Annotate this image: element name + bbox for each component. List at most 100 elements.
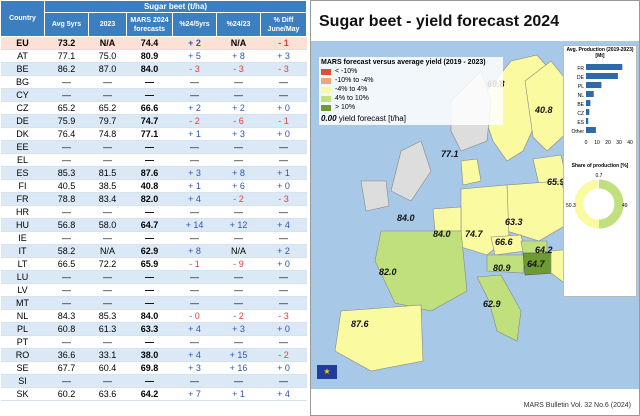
cell-pct5: + 1 [172, 127, 217, 141]
cell-avg: 86.2 [44, 62, 89, 76]
cell-diff: — [260, 296, 307, 310]
cell-avg: 60.8 [44, 322, 89, 336]
cell-y2023: — [88, 205, 127, 219]
cell-y2023: — [88, 231, 127, 245]
cell-avg: 78.8 [44, 192, 89, 206]
production-bar [586, 73, 618, 79]
cell-diff: + 0 [260, 127, 307, 141]
cell-country: SK [0, 387, 45, 401]
cell-pct5: + 14 [172, 218, 217, 232]
cell-pct5: — [172, 335, 217, 349]
cell-mars: — [126, 88, 173, 102]
table-row: IT 58.2 N/A 62.9 + 8 N/A + 2 [0, 244, 307, 258]
col-header-diff: % Diff June/May [260, 12, 307, 37]
cell-y2023: 58.0 [88, 218, 127, 232]
map-value-label: 40.8 [535, 105, 553, 115]
production-category-label: BE [577, 102, 584, 108]
map-footer: MARS Bulletin Vol. 32 No.6 (2024) [523, 402, 631, 409]
map-value-label: 65.9 [547, 177, 565, 187]
production-category-label: FR [577, 66, 584, 72]
legend-label: > 10% [335, 104, 356, 111]
legend-swatch [321, 77, 331, 84]
cell-country: LU [0, 270, 45, 284]
table-row: PT — — — — — — [0, 335, 307, 349]
country-it [476, 274, 522, 342]
cell-pct5: — [172, 153, 217, 167]
legend-item: > 10% [321, 103, 501, 112]
cell-avg: 85.3 [44, 166, 89, 180]
cell-pct5: + 4 [172, 322, 217, 336]
legend-swatch [321, 68, 331, 75]
cell-mars: 87.6 [126, 166, 173, 180]
share-value-label: 0.7 [596, 173, 603, 179]
cell-avg: — [44, 296, 89, 310]
table-row: RO 36.6 33.1 38.0 + 4 + 15- 2 [0, 348, 307, 362]
cell-mars: 64.2 [126, 387, 173, 401]
cell-mars: 40.8 [126, 179, 173, 193]
cell-mars: 74.4 [126, 36, 173, 50]
cell-diff: + 0 [260, 322, 307, 336]
table-row: LV — — — — — — [0, 283, 307, 297]
cell-y2023: 83.4 [88, 192, 127, 206]
col-header-mars: MARS 2024 forecasts [126, 12, 173, 37]
cell-avg: 84.3 [44, 309, 89, 323]
cell-y2023: — [88, 374, 127, 388]
table-row: HR — — — — — — [0, 205, 307, 219]
table-row: PL 60.8 61.3 63.3 + 4 + 3 + 0 [0, 322, 307, 336]
table-top-header: Sugar beet (t/ha) [44, 0, 307, 13]
cell-pct5: + 8 [172, 244, 217, 258]
map-panel: Sugar beet - yield forecast 2024 69.840.… [310, 0, 640, 416]
cell-y2023: — [88, 335, 127, 349]
country-at [486, 254, 526, 274]
table-row: BE 86.2 87.0 84.0- 3- 3- 3 [0, 62, 307, 76]
cell-pct23: N/A [216, 36, 261, 50]
cell-pct5: — [172, 140, 217, 154]
cell-country: FI [0, 179, 45, 193]
cell-mars: 84.0 [126, 309, 173, 323]
table-row: MT — — — — — — [0, 296, 307, 310]
production-tick-label: 0 [585, 140, 588, 146]
cell-mars: 64.7 [126, 218, 173, 232]
cell-pct23: N/A [216, 244, 261, 258]
cell-country: PT [0, 335, 45, 349]
cell-pct5: + 4 [172, 192, 217, 206]
production-tick-label: 40 [627, 140, 633, 146]
table-row: AT 77.1 75.0 80.9 + 5 + 8 + 3 [0, 49, 307, 63]
cell-diff: + 0 [260, 101, 307, 115]
table-row: NL 84.3 85.3 84.0- 0- 2- 3 [0, 309, 307, 323]
cell-country: IE [0, 231, 45, 245]
cell-y2023: N/A [88, 244, 127, 258]
cell-pct23: + 16 [216, 361, 261, 375]
cell-diff: — [260, 88, 307, 102]
cell-diff: - 2 [260, 348, 307, 362]
cell-pct5: - 2 [172, 114, 217, 128]
cell-pct5: + 5 [172, 49, 217, 63]
col-header-pct5: %24/5yrs [172, 12, 217, 37]
cell-diff: — [260, 231, 307, 245]
cell-y2023: N/A [88, 36, 127, 50]
legend-item: 4% to 10% [321, 94, 501, 103]
cell-country: EE [0, 140, 45, 154]
legend-label: 4% to 10% [335, 95, 369, 102]
production-category-label: Other [571, 129, 584, 135]
cell-mars: 82.0 [126, 192, 173, 206]
cell-mars: — [126, 283, 173, 297]
cell-mars: 74.7 [126, 114, 173, 128]
cell-pct5: - 1 [172, 257, 217, 271]
cell-y2023: 61.3 [88, 322, 127, 336]
cell-pct5: — [172, 270, 217, 284]
cell-y2023: 60.4 [88, 361, 127, 375]
cell-mars: 66.6 [126, 101, 173, 115]
legend-swatch [321, 95, 331, 102]
cell-pct23: — [216, 374, 261, 388]
cell-country: SI [0, 374, 45, 388]
legend-item: -4% to 4% [321, 85, 501, 94]
country-dk [460, 158, 482, 186]
map-value-label: 82.0 [379, 267, 397, 277]
map-value-label: 87.6 [351, 319, 369, 329]
map-value-label: 77.1 [441, 149, 459, 159]
cell-pct23: - 2 [216, 309, 261, 323]
cell-pct5: — [172, 296, 217, 310]
legend-swatch [321, 104, 331, 111]
share-title: Share of production [%] [571, 163, 629, 169]
